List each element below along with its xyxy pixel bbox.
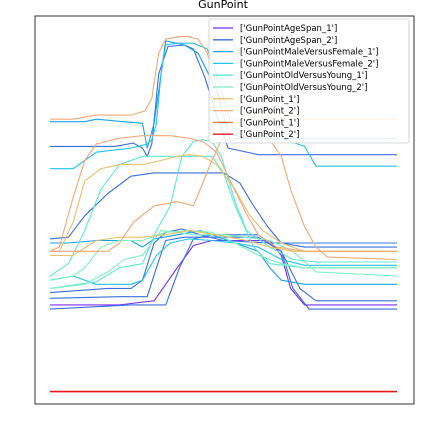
series-line-6-0: [50, 154, 397, 252]
legend-label-9: ['GunPoint_2']: [240, 130, 299, 140]
chart-title: GunPoint: [198, 0, 248, 11]
series-line-6-1: [50, 230, 397, 256]
legend: ['GunPointAgeSpan_1'] ['GunPointAgeSpan_2…: [208, 18, 410, 144]
legend-label-7: ['GunPoint_2']: [240, 107, 299, 117]
legend-label-0: ['GunPointAgeSpan_1']: [240, 24, 337, 34]
series-line-1-2: [49, 236, 397, 302]
series-line-2-1: [50, 230, 397, 285]
lines-layer: [49, 36, 398, 393]
legend-label-2: ['GunPointMaleVersusFemale_1']: [240, 48, 378, 58]
plot-frame: [34, 15, 415, 405]
series-line-1-4: [49, 172, 397, 248]
legend-label-6: ['GunPoint_1']: [240, 95, 299, 105]
legend-label-5: ['GunPointOldVersusYoung_2']: [240, 83, 367, 93]
series-line-5-1: [49, 230, 397, 281]
series-line-4-1: [49, 155, 397, 277]
legend-label-8: ['GunPoint_1']: [240, 118, 299, 128]
series-line-3-1: [49, 238, 397, 285]
legend-label-3: ['GunPointMaleVersusFemale_2']: [240, 59, 378, 69]
legend-label-4: ['GunPointOldVersusYoung_1']: [240, 71, 367, 81]
legend-label-1: ['GunPointAgeSpan_2']: [240, 36, 337, 46]
series-line-7-1: [49, 135, 397, 252]
legend-box: [208, 18, 410, 144]
